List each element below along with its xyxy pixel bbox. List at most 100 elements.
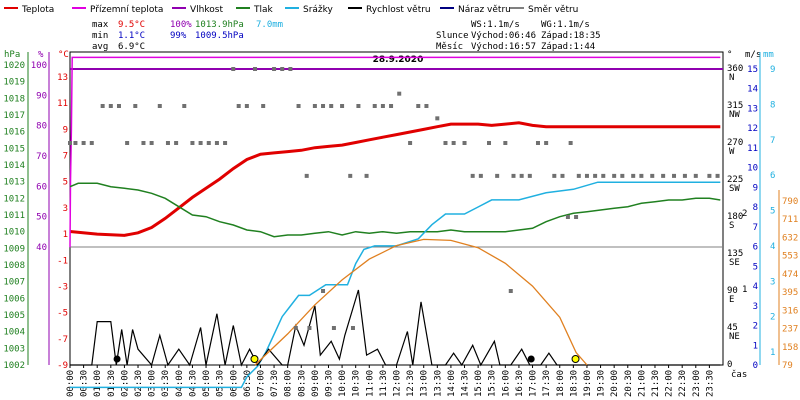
sunrise-marker: [250, 355, 259, 363]
stats-max-rain: 7.0mm: [256, 20, 283, 30]
axis-rad-tick: 632: [782, 233, 798, 243]
wind-dir-dot: [329, 104, 334, 108]
stats-max-temp: 9.5°C: [118, 20, 145, 30]
wind-dir-dot: [416, 104, 421, 108]
x-tick-label: 22:30: [678, 370, 688, 397]
axis-rad-tick: 474: [782, 270, 798, 280]
axis-hpa-tick: 1006: [3, 294, 25, 304]
wind-dir-dot: [307, 326, 312, 330]
wind-dir-dot: [73, 141, 78, 145]
axis-ms-tick: 11: [747, 144, 758, 154]
x-tick-label: 12:30: [406, 370, 416, 397]
axis-ms-tick: 10: [747, 164, 758, 174]
wind-dir-dot: [190, 141, 195, 145]
wind-dir-dot: [280, 67, 285, 71]
wind-dir-dot: [198, 141, 203, 145]
axis-hpa-tick: 1014: [3, 161, 25, 171]
axis-rad-tick: 237: [782, 325, 798, 335]
wind-dir-dot: [560, 173, 565, 178]
wind-dir-dot: [253, 67, 258, 71]
axis-dir-tick: 225: [727, 175, 743, 185]
axis-mm-tick: 5: [770, 207, 775, 217]
wind-dir-dot: [593, 173, 598, 178]
wind-dir-dot: [478, 173, 483, 178]
x-tick-label: 14:30: [461, 370, 471, 397]
x-tick-label: 19:00: [583, 370, 593, 397]
legend-label-0: Teplota: [21, 5, 54, 15]
wind-dir-dot: [511, 173, 516, 178]
axis-pct-tick: 90: [36, 91, 47, 101]
legend-label-4: Srážky: [303, 5, 334, 15]
x-tick-label: 22:00: [665, 370, 675, 397]
wind-dir-dot: [574, 215, 579, 219]
wind-dir-dot: [503, 141, 508, 145]
wind-dir-dot: [601, 173, 606, 178]
x-tick-label: 17:00: [529, 370, 539, 397]
axis-temp-tick: -5: [57, 309, 68, 319]
axis-dir-name: SW: [729, 184, 740, 194]
wind-dir-dot: [435, 116, 440, 121]
wind-ws: WS:1.1m/s: [471, 20, 520, 30]
x-tick-label: 05:30: [216, 370, 226, 397]
axis-hpa-tick: 1018: [3, 94, 25, 104]
axis-hpa-tick: 1007: [3, 278, 25, 288]
axis-temp-label: °C: [58, 50, 69, 60]
wind-dir-dot: [470, 173, 475, 178]
wind-dir-dot: [535, 141, 540, 145]
wind-dir-dot: [100, 104, 105, 108]
wind-dir-dot: [565, 215, 570, 219]
wind-dir-dot: [350, 326, 355, 330]
x-tick-label: 20:00: [610, 370, 620, 397]
axis-hpa-tick: 1002: [3, 361, 25, 371]
axis-hpa-tick: 1020: [3, 61, 25, 71]
legend-label-7: Směr větru: [528, 5, 578, 15]
axis-ms-tick: 12: [747, 124, 758, 134]
x-tick-label: 07:30: [270, 370, 280, 397]
wind-dir-dot: [261, 104, 266, 108]
wind-dir-dot: [495, 173, 500, 178]
wind-dir-dot: [223, 141, 228, 145]
axis-temp-tick: 11: [57, 99, 68, 109]
x-tick-label: 23:30: [705, 370, 715, 397]
x-tick-label: 10:30: [352, 370, 362, 397]
x-tick-label: 14:00: [447, 370, 457, 397]
axis-rad-tick: 79: [782, 361, 793, 371]
stats-min-temp: 1.1°C: [118, 31, 145, 41]
series-line-4: [70, 289, 721, 367]
x-tick-label: 01:30: [107, 370, 117, 397]
x-tick-label: 03:00: [148, 370, 158, 397]
x-tick-label: 00:00: [66, 370, 76, 397]
wind-dir-dot: [293, 326, 298, 330]
wind-dir-dot: [244, 104, 249, 108]
axis-dir-name: S: [729, 221, 734, 231]
axis-hpa-label: hPa: [4, 50, 20, 60]
wind-dir-dot: [206, 141, 211, 145]
axis-pct-tick: 100: [31, 61, 47, 71]
axis-hpa-tick: 1017: [3, 111, 25, 121]
wind-dir-dot: [424, 104, 429, 108]
legend-label-5: Rychlost větru: [366, 5, 431, 15]
x-tick-label: 00:30: [80, 370, 90, 397]
axis-hpa-tick: 1016: [3, 128, 25, 138]
wind-dir-dot: [462, 141, 467, 145]
wind-dir-dot: [682, 173, 687, 178]
axis-ms-tick: 8: [753, 203, 758, 213]
wind-dir-dot: [508, 289, 513, 293]
axis-hpa-tick: 1019: [3, 78, 25, 88]
x-tick-label: 21:30: [651, 370, 661, 397]
x-tick-label: 03:30: [161, 370, 171, 397]
axis-ms-tick: 9: [753, 183, 758, 193]
wind-dir-dot: [408, 141, 413, 145]
axis-dir-tick: 315: [727, 101, 743, 111]
wind-dir-dot: [544, 141, 549, 145]
axis-rad-tick: 553: [782, 252, 798, 262]
wind-dir-dot: [89, 141, 94, 145]
axis-dir-name: SE: [729, 258, 740, 268]
moon-label: Měsíc: [436, 42, 463, 52]
axis-temp-tick: -7: [57, 335, 68, 345]
axis-rad-tick: 711: [782, 215, 798, 225]
axis-temp-tick: -3: [57, 282, 68, 292]
wind-dir-dot: [631, 173, 636, 178]
x-tick-label: 19:30: [597, 370, 607, 397]
